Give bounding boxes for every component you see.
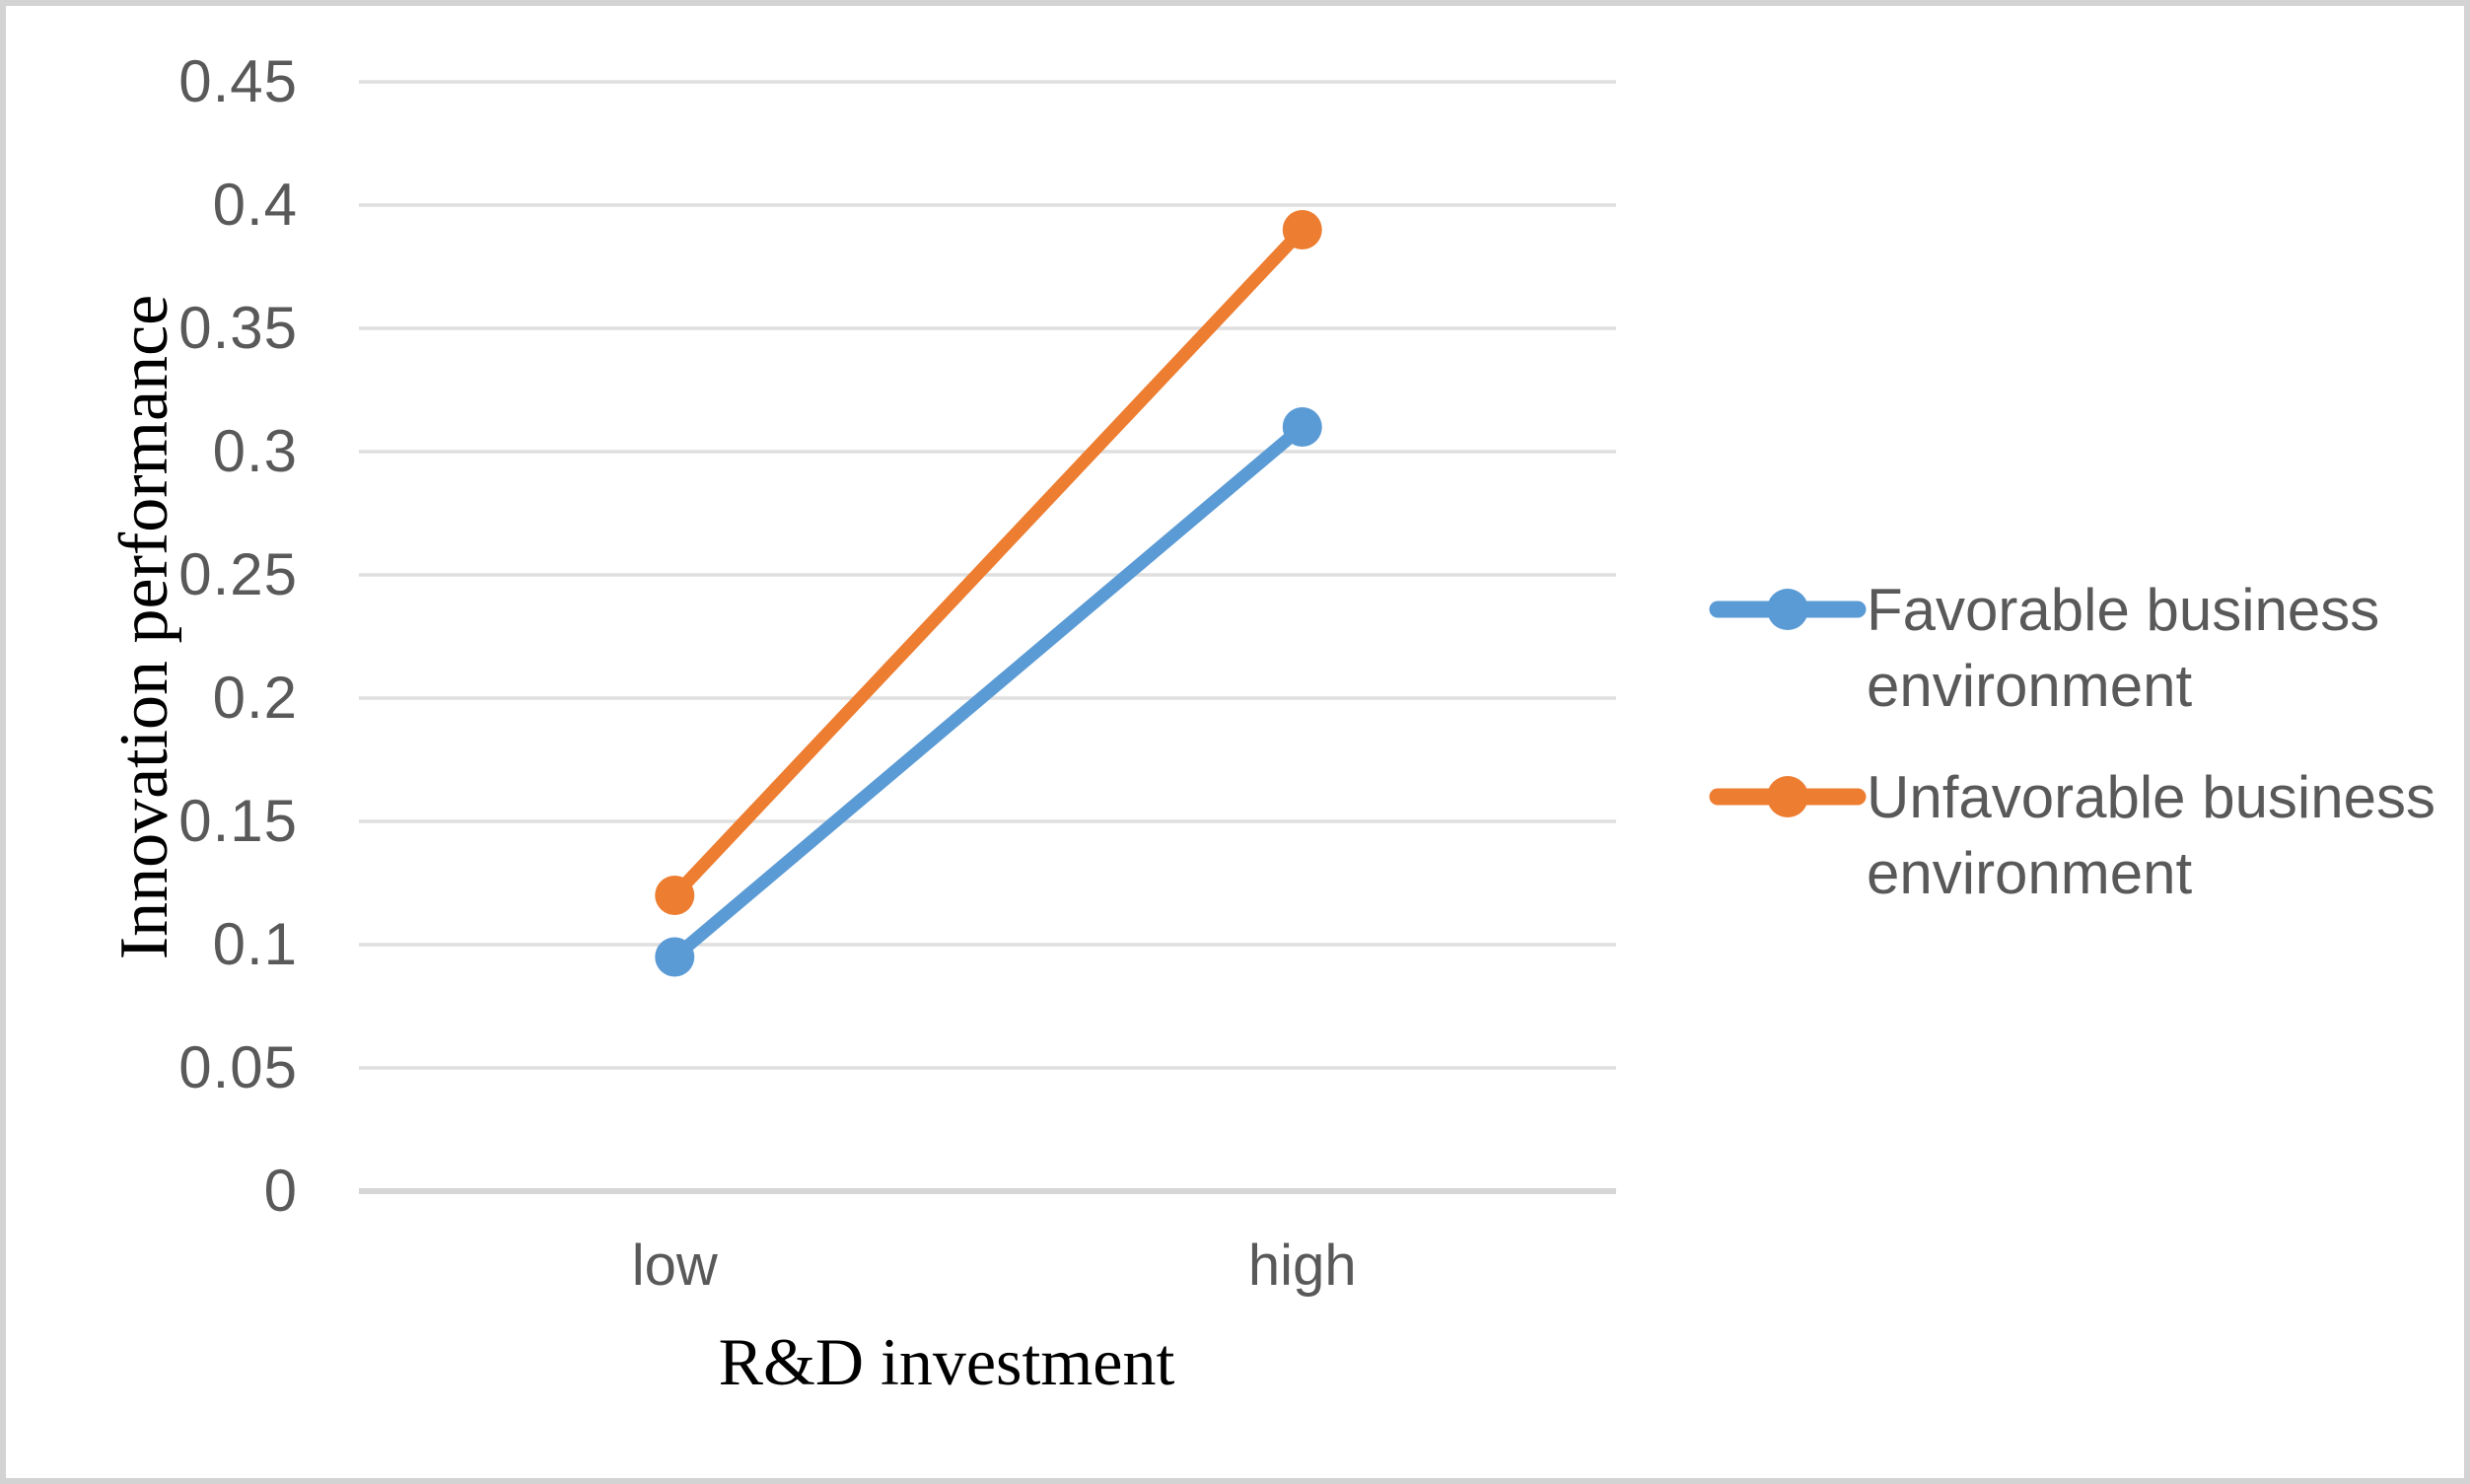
y-tick-label: 0.4 <box>212 172 298 238</box>
y-tick-label: 0.3 <box>212 418 298 484</box>
x-tick-label-low: low <box>631 1234 718 1298</box>
data-point-unfavorable-low <box>655 876 695 915</box>
y-tick-label: 0.05 <box>178 1034 298 1100</box>
series-line-unfavorable <box>668 223 1309 902</box>
legend-label: Unfavorable business environment <box>1867 764 2436 906</box>
y-tick-label: 0.2 <box>212 665 298 731</box>
plot-area <box>359 80 1616 1194</box>
y-tick-label: 0.1 <box>212 911 298 977</box>
x-axis-title: R&D investment <box>718 1324 1175 1399</box>
y-tick-label: 0.45 <box>178 48 298 114</box>
data-point-unfavorable-high <box>1282 210 1322 249</box>
x-tick-label-high: high <box>1247 1234 1357 1298</box>
legend-label: Favorable business environment <box>1867 577 2380 719</box>
legend-marker-icon <box>1709 776 1867 817</box>
legend-item-unfavorable: Unfavorable business environment <box>1709 759 2458 911</box>
y-tick-label: 0 <box>263 1158 298 1224</box>
data-point-favorable-low <box>655 937 695 977</box>
data-point-favorable-high <box>1282 407 1322 447</box>
legend-item-favorable: Favorable business environment <box>1709 572 2458 724</box>
y-axis-title: Innovation performance <box>106 294 182 960</box>
y-tick-label: 0.35 <box>178 295 298 361</box>
y-tick-label: 0.25 <box>178 541 298 607</box>
legend: Favorable business environment Unfavorabl… <box>1709 572 2458 911</box>
y-tick-label: 0.15 <box>178 788 298 854</box>
series-line-favorable <box>668 420 1309 963</box>
legend-marker-icon <box>1709 589 1867 630</box>
